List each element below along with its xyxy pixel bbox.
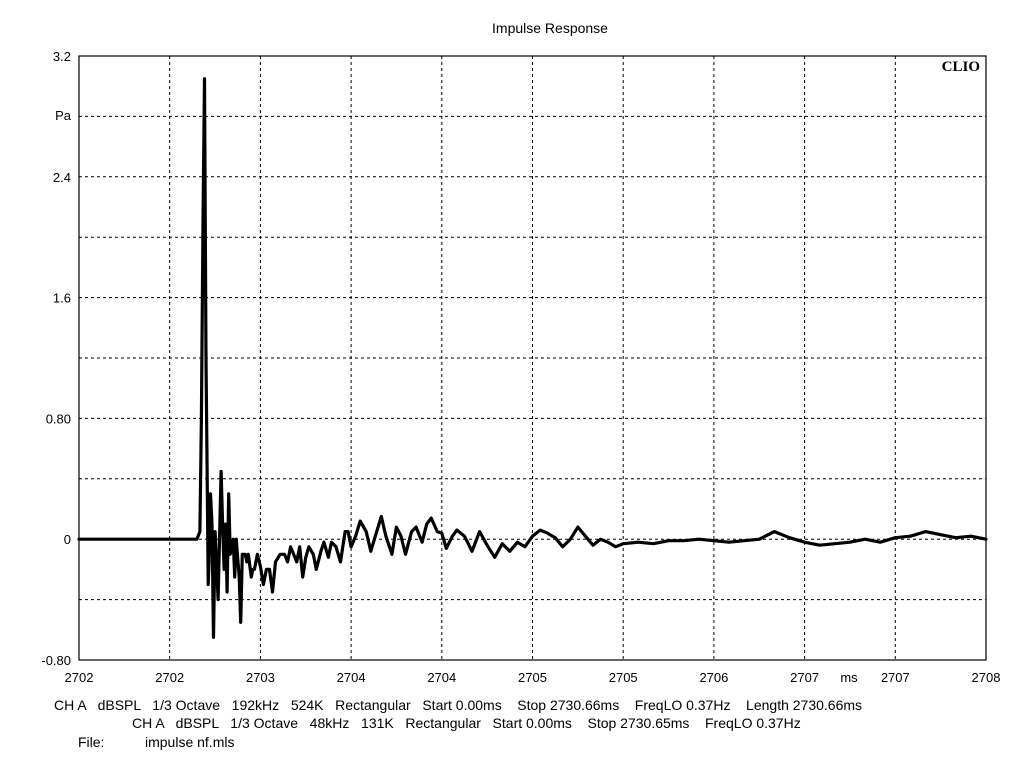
footer-file-label: File: [78, 734, 105, 750]
x-axis-unit-label: ms [840, 670, 858, 685]
x-tick-label: 2704 [337, 670, 366, 685]
x-tick-label: 2707 [790, 670, 819, 685]
x-tick-label: 2708 [972, 670, 1001, 685]
y-tick-label: 2.4 [53, 170, 71, 185]
y-axis-ticks: -0.80 0 0.80 1.6 2.4 3.2 [41, 49, 71, 668]
y-axis-unit-label: Pa [55, 108, 72, 123]
x-tick-label: 2706 [699, 670, 728, 685]
x-tick-label: 2703 [246, 670, 275, 685]
footer-line-1: CH A dBSPL 1/3 Octave 192kHz 524K Rectan… [54, 697, 863, 713]
footer-line-2: CH A dBSPL 1/3 Octave 48kHz 131K Rectang… [132, 715, 801, 731]
impulse-series-line [77, 77, 988, 640]
footer-file-name: impulse nf.mls [145, 734, 235, 750]
impulse-response-chart: Impulse Response -0.80 0 0.80 1.6 2.4 3.2 270… [41, 20, 1001, 685]
grid-lines [79, 56, 986, 660]
x-axis-ticks: 2702 2702 2703 2704 2704 2705 2705 2706 2707 2707… [65, 670, 1001, 685]
y-tick-label: 1.6 [53, 291, 71, 306]
x-tick-label: 2704 [427, 670, 456, 685]
x-tick-label: 2702 [65, 670, 94, 685]
y-tick-label: 0.80 [46, 411, 71, 426]
y-tick-label: 0 [64, 532, 71, 547]
x-tick-label: 2702 [155, 670, 184, 685]
chart-title: Impulse Response [492, 20, 608, 36]
y-tick-label: -0.80 [41, 653, 71, 668]
plot-frame [78, 55, 987, 661]
clio-brand-label: CLIO [942, 59, 980, 75]
x-tick-label: 2705 [609, 670, 638, 685]
x-tick-label: 2705 [518, 670, 547, 685]
series-group [77, 77, 988, 640]
x-tick-label: 2707 [881, 670, 910, 685]
y-tick-label: 3.2 [53, 49, 71, 64]
